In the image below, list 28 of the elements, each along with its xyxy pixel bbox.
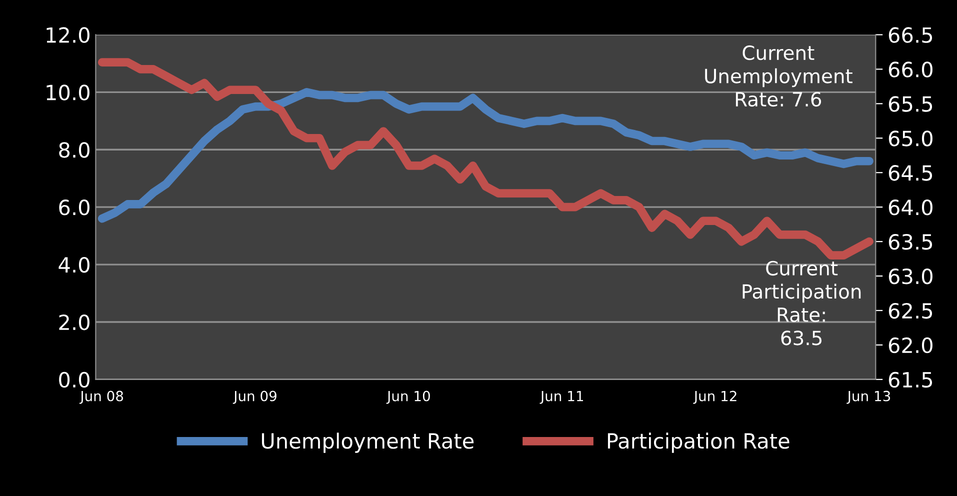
y-tick-label: 0.0 (59, 372, 90, 388)
y-tick-label: 10.0 (46, 84, 90, 100)
y2-tick-label: 65.0 (888, 130, 932, 146)
y2-tick-label: 62.5 (888, 302, 932, 319)
y2-tick-label: 64.0 (888, 200, 932, 216)
y2-tick-label: 65.5 (888, 96, 932, 112)
y2-tick-label: 61.5 (888, 372, 932, 388)
y2-tick-label: 64.5 (888, 165, 932, 181)
y-tick-label: 6.0 (59, 200, 90, 216)
x-tick-label: Jun 13 (846, 390, 890, 404)
y2-tick-label: 63.0 (888, 268, 932, 284)
y2-tick-label: 66.0 (888, 62, 932, 78)
y2-tick-label: 66.5 (888, 27, 932, 43)
x-tick-label: Jun 12 (693, 390, 736, 404)
y-tick-label: 4.0 (58, 256, 90, 273)
x-tick-label: Jun 09 (232, 390, 276, 404)
y-tick-label: 12.0 (46, 27, 90, 43)
legend-label: Participation Rate (608, 432, 790, 453)
y2-tick-label: 63.5 (888, 234, 932, 250)
x-tick-label: Jun 08 (79, 390, 124, 404)
x-tick-label: Jun 11 (540, 390, 584, 404)
x-tick-label: Jun 10 (386, 390, 430, 404)
annotation: Current Participation Rate: 63.5 (742, 260, 861, 346)
y2-tick-label: 62.0 (888, 337, 932, 354)
y-tick-label: 2.0 (59, 314, 90, 330)
y-tick-label: 8.0 (59, 142, 90, 158)
legend-label: Unemployment Rate (262, 432, 474, 453)
annotation: Current Unemployment Rate: 7.6 (705, 45, 852, 107)
